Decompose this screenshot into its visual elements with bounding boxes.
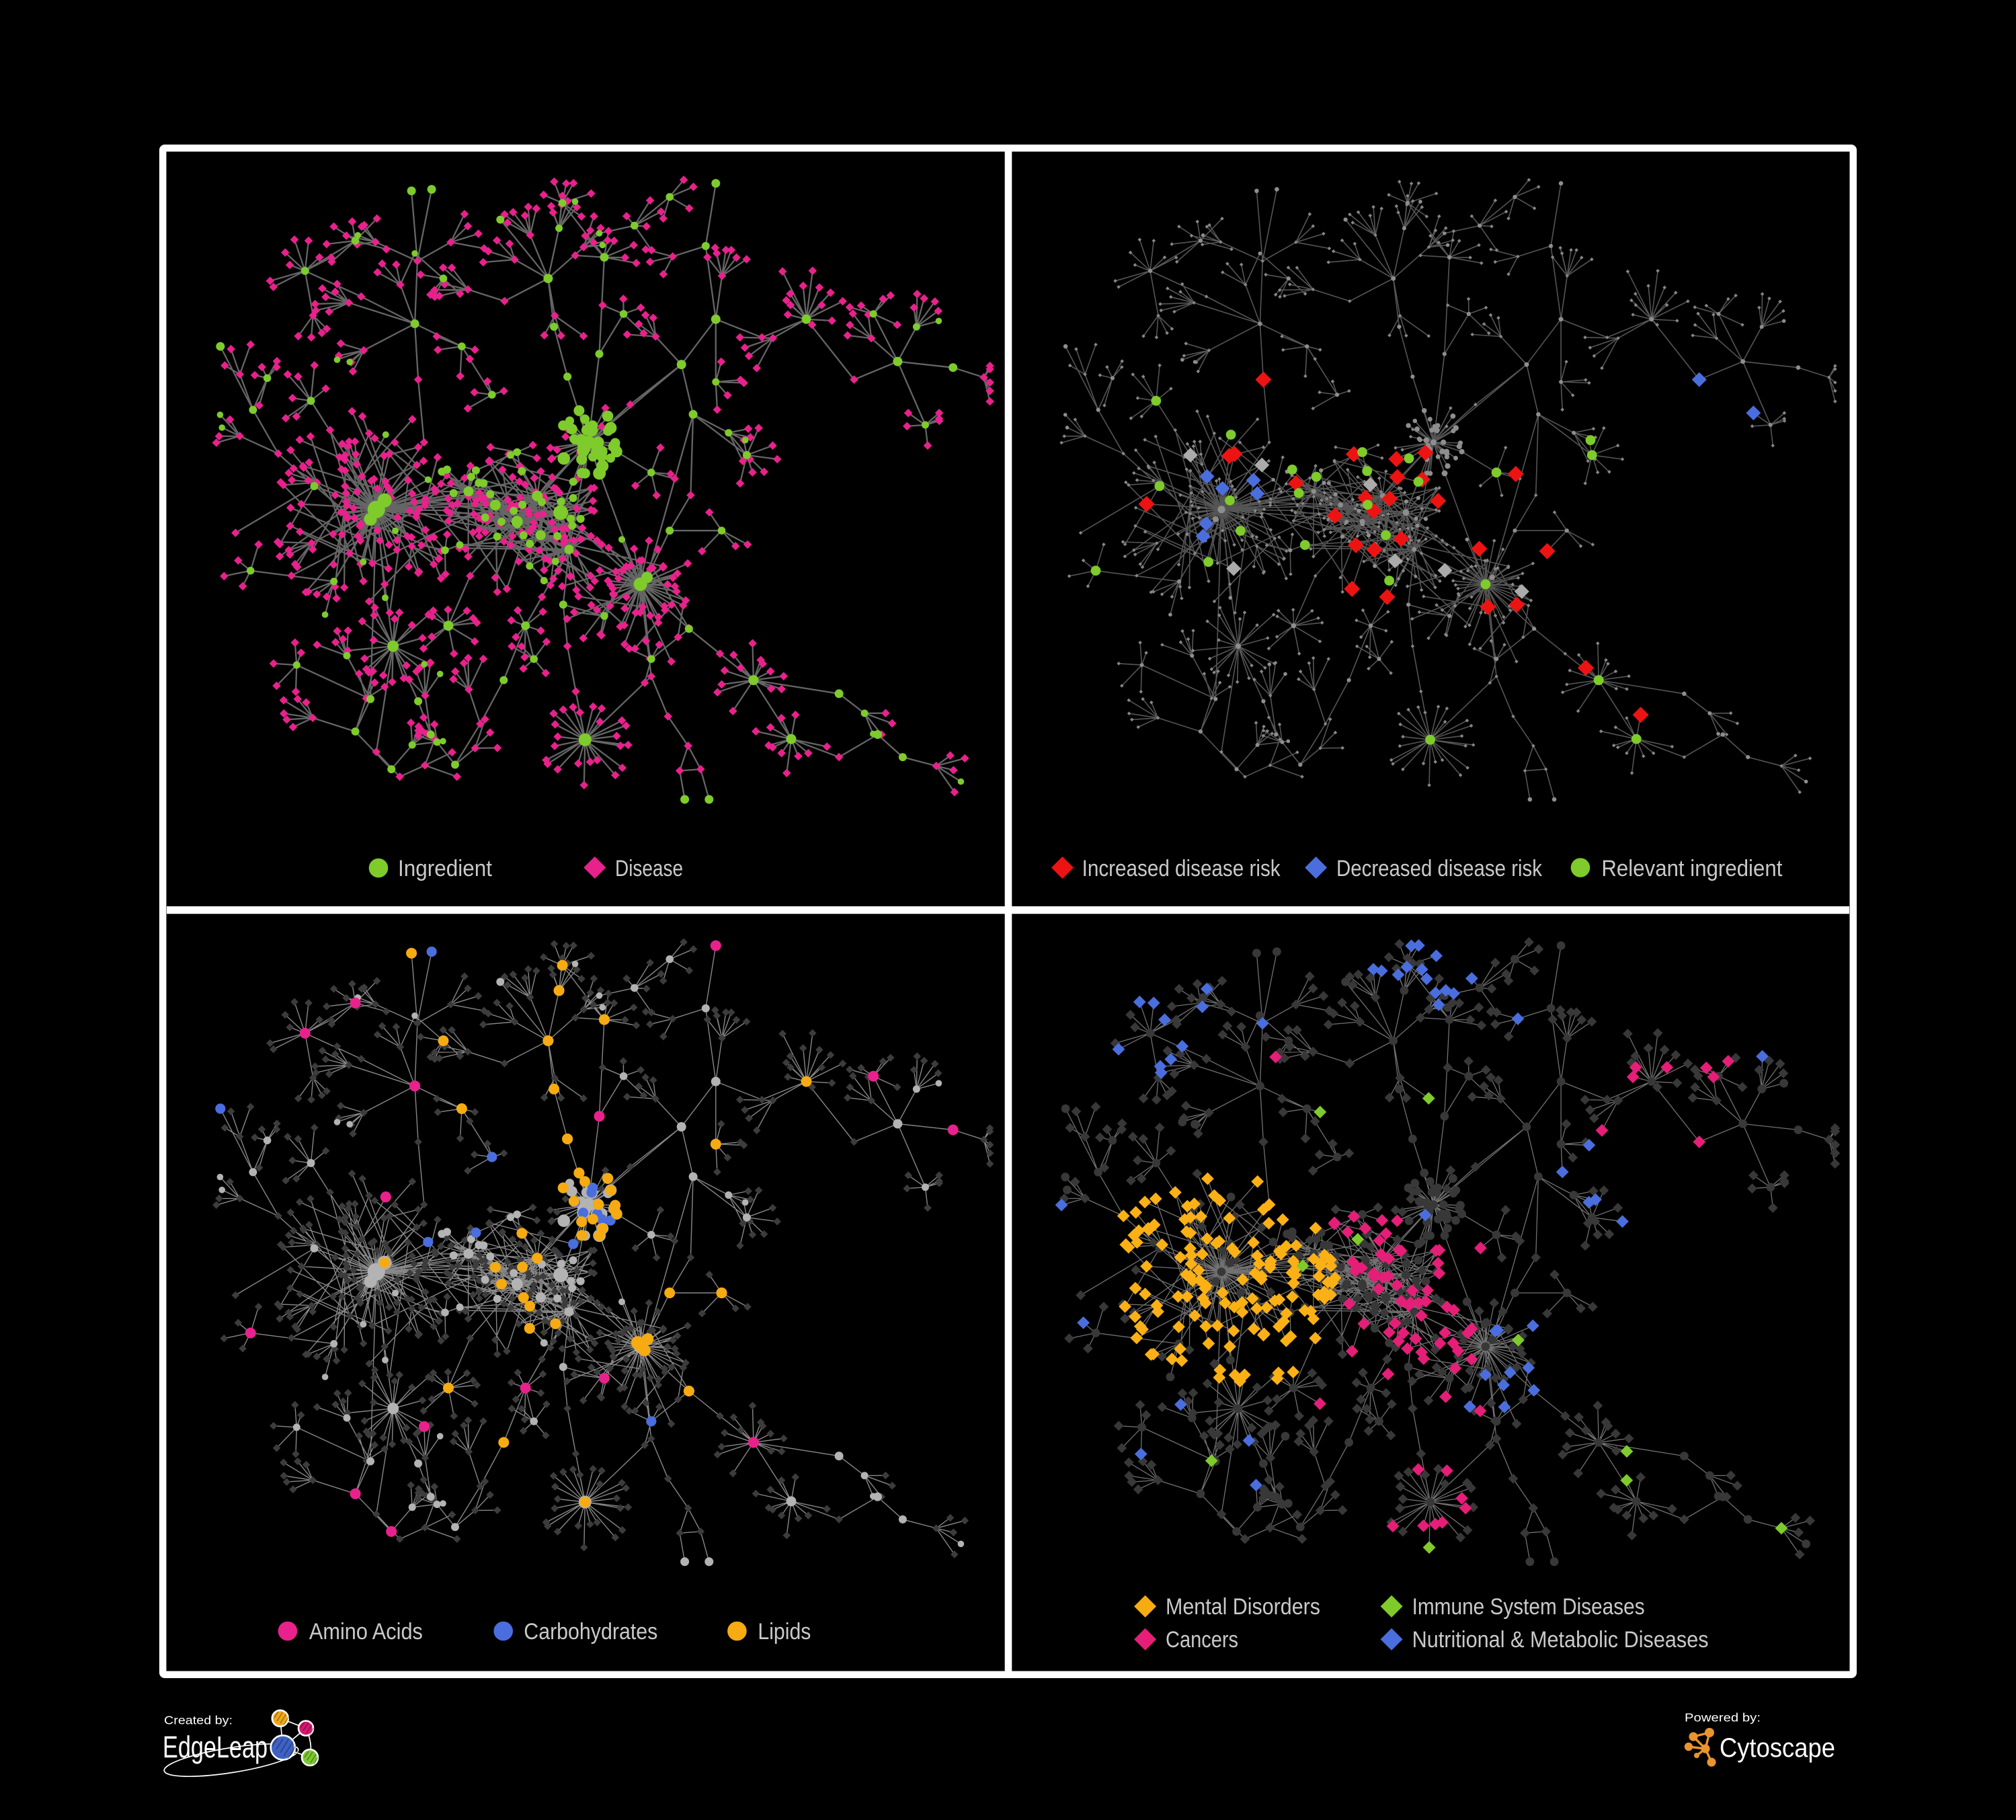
svg-text:Decreased disease risk: Decreased disease risk bbox=[1336, 856, 1543, 881]
svg-text:Cancers: Cancers bbox=[1166, 1627, 1238, 1653]
svg-text:EdgeLeap: EdgeLeap bbox=[163, 1730, 268, 1764]
svg-text:Lipids: Lipids bbox=[758, 1619, 811, 1645]
svg-text:Disease: Disease bbox=[615, 856, 683, 881]
svg-text:Cytoscape: Cytoscape bbox=[1720, 1733, 1835, 1763]
svg-text:Immune System Diseases: Immune System Diseases bbox=[1412, 1594, 1645, 1620]
svg-text:Amino Acids: Amino Acids bbox=[309, 1619, 423, 1645]
svg-text:Increased disease risk: Increased disease risk bbox=[1082, 856, 1281, 881]
svg-text:Powered by:: Powered by: bbox=[1685, 1711, 1761, 1725]
svg-text:Nutritional & Metabolic Diseas: Nutritional & Metabolic Diseases bbox=[1412, 1627, 1709, 1653]
svg-text:Relevant ingredient: Relevant ingredient bbox=[1601, 856, 1783, 881]
svg-text:Carbohydrates: Carbohydrates bbox=[524, 1619, 657, 1645]
svg-text:Ingredient: Ingredient bbox=[398, 856, 493, 881]
svg-text:Created by:: Created by: bbox=[164, 1714, 233, 1727]
svg-text:Mental Disorders: Mental Disorders bbox=[1166, 1594, 1320, 1620]
